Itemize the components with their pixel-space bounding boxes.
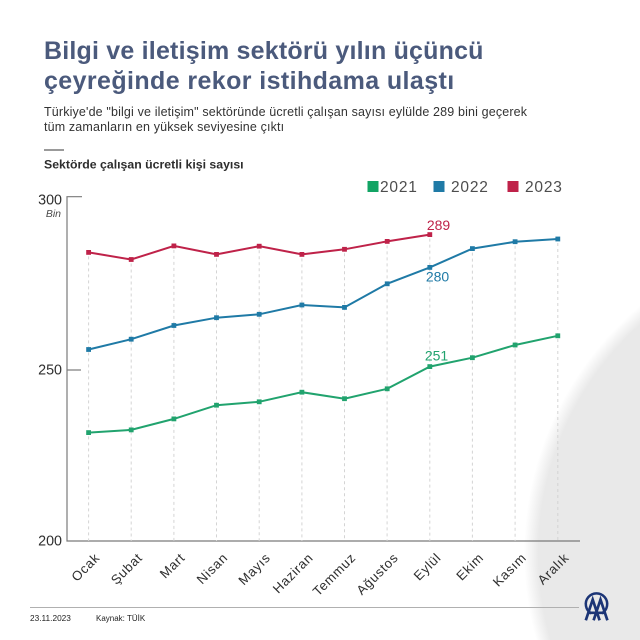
svg-text:300: 300 <box>38 193 62 209</box>
svg-text:Türkiye'de "bilgi ve iletişim": Türkiye'de "bilgi ve iletişim" sektöründ… <box>44 105 528 119</box>
svg-text:çeyreğinde rekor istihdama ula: çeyreğinde rekor istihdama ulaştı <box>44 67 455 95</box>
svg-text:2022: 2022 <box>451 179 489 196</box>
svg-text:Kaynak: TÜİK: Kaynak: TÜİK <box>96 614 146 623</box>
svg-text:Bin: Bin <box>46 208 61 220</box>
svg-text:tüm zamanların en yüksek seviy: tüm zamanların en yüksek seviyesine çıkt… <box>44 120 284 134</box>
svg-text:251: 251 <box>425 348 449 364</box>
svg-text:280: 280 <box>426 269 450 285</box>
svg-text:Sektörde çalışan ücretli kişi: Sektörde çalışan ücretli kişi sayısı <box>44 158 244 172</box>
svg-text:2021: 2021 <box>380 179 418 196</box>
svg-text:200: 200 <box>38 534 62 550</box>
svg-text:Bilgi ve iletişim sektörü yılı: Bilgi ve iletişim sektörü yılın üçüncü <box>44 37 484 65</box>
svg-text:23.11.2023: 23.11.2023 <box>30 613 71 623</box>
svg-text:289: 289 <box>427 217 451 233</box>
svg-text:250: 250 <box>38 363 62 379</box>
svg-text:2023: 2023 <box>525 179 563 196</box>
